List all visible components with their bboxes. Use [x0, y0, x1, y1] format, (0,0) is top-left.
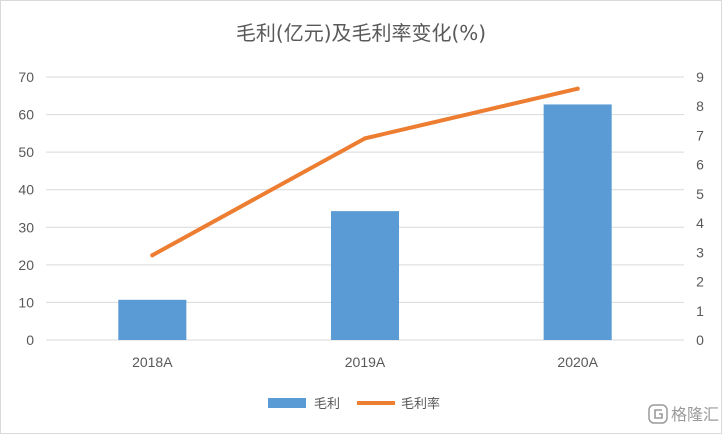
- right-axis-ticks: 0 1 2 3 4 5 6 7 8 9: [696, 69, 704, 348]
- right-tick-label: 8: [696, 98, 704, 114]
- left-tick-label: 60: [18, 107, 34, 123]
- left-axis-ticks: 0 10 20 30 40 50 60 70: [18, 69, 34, 348]
- left-tick-label: 10: [18, 294, 34, 310]
- watermark-text: 格隆汇: [671, 405, 719, 424]
- chart-title: 毛利(亿元)及毛利率变化(%): [236, 21, 486, 45]
- legend: 毛利 毛利率: [268, 396, 440, 412]
- left-tick-label: 40: [18, 182, 34, 198]
- right-tick-label: 5: [696, 186, 704, 202]
- legend-line-label: 毛利率: [401, 396, 440, 412]
- gelonghui-logo-icon: [648, 404, 668, 424]
- bar-2020A: [543, 104, 612, 340]
- right-tick-label: 7: [696, 127, 704, 143]
- right-tick-label: 3: [696, 244, 704, 260]
- left-tick-label: 70: [18, 69, 34, 85]
- legend-bar-swatch: [268, 398, 306, 408]
- right-tick-label: 9: [696, 69, 704, 85]
- x-tick-label: 2020A: [557, 354, 598, 370]
- line-point-2020A: [575, 86, 580, 91]
- left-tick-label: 20: [18, 257, 34, 273]
- legend-bar-label: 毛利: [314, 397, 340, 412]
- bar-2018A: [118, 299, 187, 340]
- x-axis-ticks: 2018A 2019A 2020A: [132, 354, 598, 370]
- right-tick-label: 6: [696, 157, 704, 173]
- right-tick-label: 4: [696, 215, 704, 231]
- line-point-2019A: [363, 136, 367, 141]
- watermark: 格隆汇: [648, 404, 719, 424]
- line-series: [150, 86, 580, 258]
- bar-series: [118, 104, 612, 340]
- x-tick-label: 2019A: [345, 354, 386, 370]
- line-point-2018A: [150, 253, 155, 258]
- left-tick-label: 30: [18, 219, 34, 235]
- x-tick-label: 2018A: [132, 354, 173, 370]
- right-tick-label: 2: [696, 274, 704, 290]
- right-tick-label: 1: [696, 303, 704, 319]
- bar-2019A: [330, 211, 400, 340]
- left-tick-label: 0: [26, 332, 34, 348]
- right-tick-label: 0: [696, 332, 704, 348]
- left-tick-label: 50: [18, 144, 34, 160]
